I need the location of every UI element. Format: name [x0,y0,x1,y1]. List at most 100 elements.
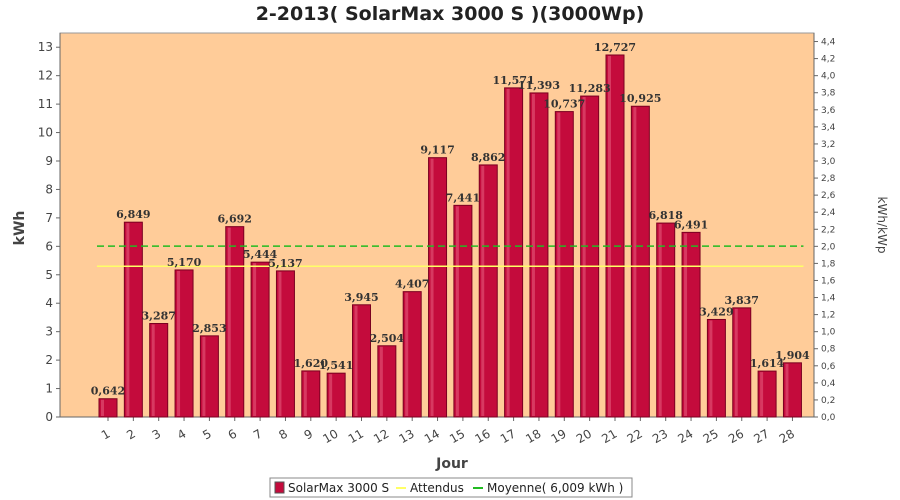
data-label: 3,945 [344,291,378,304]
y-tick-label: 3 [45,325,53,339]
data-label: 11,571 [493,74,535,87]
data-label: 10,737 [543,98,585,111]
x-tick-label: 21 [599,426,619,446]
y2-tick-label: 3,8 [821,89,836,99]
bar-highlight [608,55,611,417]
y-tick-label: 1 [45,382,53,396]
bar-highlight [481,165,485,416]
x-tick-label: 19 [549,426,569,446]
x-tick-label: 1 [99,426,113,442]
data-label: 1,614 [750,357,785,370]
y2-tick-label: 0,6 [821,362,836,372]
bar-highlight [455,206,459,416]
x-tick-label: 20 [574,426,594,446]
y-tick-label: 7 [45,211,53,225]
data-label: 4,407 [395,278,429,291]
x-tick-label: 25 [701,426,721,446]
y2-tick-label: 4,4 [821,38,836,48]
data-label: 6,849 [116,208,150,221]
x-tick-label: 9 [302,426,316,442]
x-tick-label: 6 [226,426,240,442]
data-label: 3,287 [141,310,175,323]
data-label: 5,444 [243,248,278,261]
bar-highlight [354,305,358,416]
y2-tick-label: 0,4 [821,379,836,389]
y-tick-label: 6 [45,239,53,253]
y2-tick-label: 2,8 [821,174,836,184]
x-tick-label: 13 [396,426,416,446]
data-label: 9,117 [420,144,454,157]
bar-highlight [633,107,637,416]
y2-axis: 0,0 0,2 0,4 0,6 0,8 1,0 1,2 1,4 1,6 1,8 2,0 2,2 2,4 2… [813,33,836,423]
y-tick-label: 4 [45,296,53,310]
y-tick-label: 9 [45,154,53,168]
x-tick-label: 5 [200,426,214,442]
chart-title: 2-2013( SolarMax 3000 S )(3000Wp) [256,3,645,25]
y2-tick-label: 1,0 [821,328,836,338]
legend-box [269,477,633,498]
x-tick-label: 3 [150,426,164,442]
data-label: 1,541 [319,359,353,372]
y2-tick-label: 2,2 [821,225,835,235]
data-label: 11,283 [569,82,611,95]
y2-tick-label: 1,2 [821,311,835,321]
data-label: 6,491 [674,218,708,231]
bar-highlight [405,292,409,416]
bar-highlight [126,223,130,416]
x-tick-label: 8 [276,426,290,442]
x-tick-label: 27 [751,426,771,446]
y-tick-label: 13 [38,40,53,54]
data-label: 6,818 [648,209,683,222]
y2-tick-label: 2,0 [821,242,836,252]
y2-tick-label: 0,2 [821,396,835,406]
y2-tick-label: 4,2 [821,55,835,65]
x-tick-label: 17 [498,426,518,446]
x-tick-label: 11 [346,426,366,446]
legend: SolarMax 3000 S Attendus Moyenne( 6,009 … [269,477,633,498]
data-label: 6,692 [218,213,252,226]
y2-tick-label: 3,2 [821,140,835,150]
x-tick-label: 28 [777,426,797,446]
x-axis: 1 2 3 4 5 6 7 8 9 10 11 12 13 14 15 16 17 18 19 20 21 22 23 24 2… [60,416,814,446]
y2-tick-label: 4,0 [821,72,836,82]
data-label: 8,862 [471,151,505,164]
y-tick-label: 2 [45,353,53,367]
legend-item-attendus: Attendus [410,481,464,495]
x-tick-label: 15 [447,426,467,446]
y-tick-label: 8 [45,182,53,196]
x-tick-label: 14 [422,426,442,446]
data-label: 7,441 [446,191,480,204]
bars [98,54,802,418]
bar-highlight [785,363,789,416]
bar-highlight [227,227,231,416]
data-label: 1,620 [294,357,329,370]
bar-highlight [329,374,333,416]
x-tick-label: 23 [650,426,670,446]
bar-highlight [582,97,586,416]
bar-highlight [379,346,383,416]
x-tick-label: 24 [675,426,695,446]
y-tick-label: 5 [45,268,53,282]
bar-highlight [557,112,561,416]
data-label: 1,904 [775,349,810,362]
data-label: 5,170 [167,256,202,269]
data-label: 2,504 [370,332,405,345]
bar-highlight [177,270,181,416]
bar-highlight [253,263,257,416]
data-label: 3,429 [699,305,733,318]
x-axis-title: Jour [435,456,468,472]
x-tick-label: 2 [124,426,138,442]
x-tick-label: 22 [625,426,645,446]
bar-highlight [734,308,738,416]
data-labels: 0,642 6,849 3,287 5,170 2,853 6,692 5,4445,137… [91,41,810,398]
bar-highlight [101,399,104,416]
x-tick-label: 10 [320,426,340,446]
y-tick-label: 0 [45,410,53,424]
y-axis-title: kWh [12,211,28,246]
y2-axis-title: kWh/kWp [875,197,889,254]
bar-highlight [658,224,662,416]
x-tick-label: 26 [726,426,746,446]
x-tick-label: 18 [523,426,543,446]
x-tick-label: 12 [371,426,391,446]
